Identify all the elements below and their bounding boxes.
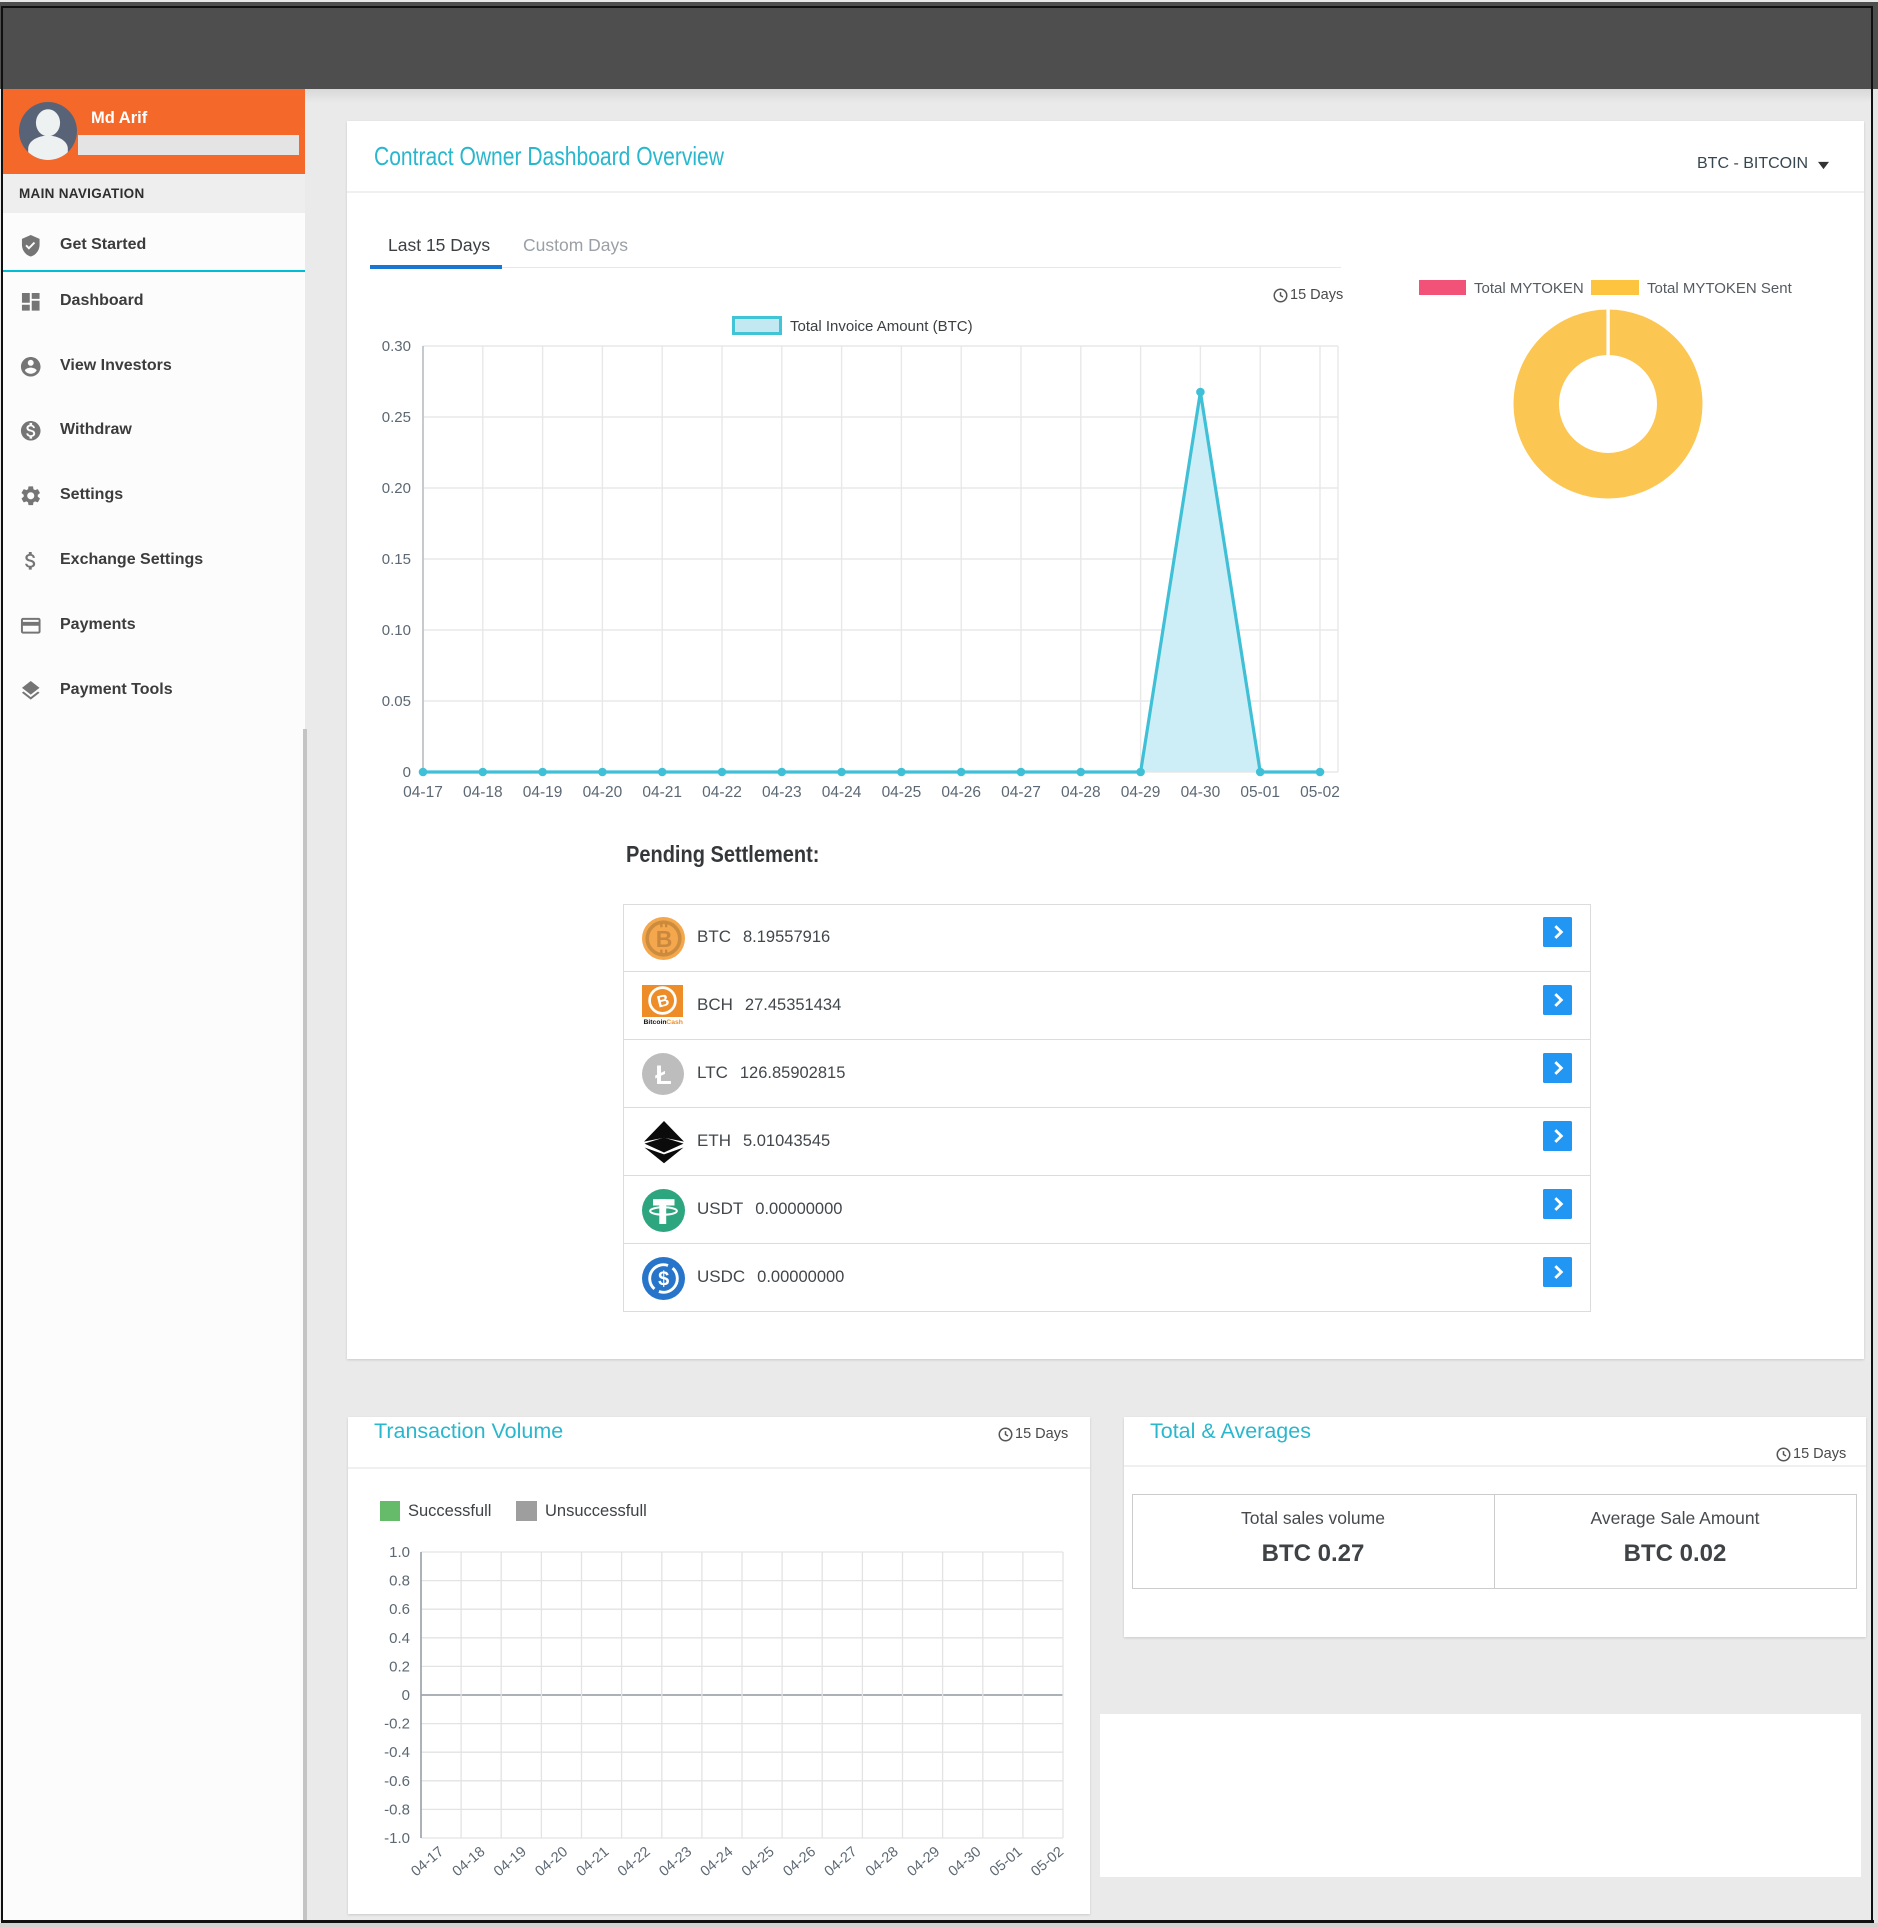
svg-text:04-26: 04-26 [941, 784, 981, 801]
svg-text:0.10: 0.10 [382, 622, 411, 639]
svg-text:05-01: 05-01 [1240, 784, 1280, 801]
svg-text:04-20: 04-20 [583, 784, 623, 801]
svg-text:04-24: 04-24 [698, 1844, 737, 1880]
svg-text:04-22: 04-22 [615, 1844, 654, 1880]
svg-text:0.6: 0.6 [389, 1601, 410, 1618]
svg-text:04-18: 04-18 [463, 784, 503, 801]
svg-text:04-30: 04-30 [1181, 784, 1221, 801]
svg-text:Cash: Cash [666, 1019, 683, 1026]
svg-text:04-28: 04-28 [863, 1844, 902, 1880]
svg-text:04-26: 04-26 [780, 1844, 819, 1880]
svg-text:04-21: 04-21 [574, 1844, 613, 1880]
svg-text:04-27: 04-27 [1001, 784, 1041, 801]
svg-text:04-23: 04-23 [762, 784, 802, 801]
svg-text:$: $ [658, 1269, 669, 1291]
svg-text:04-27: 04-27 [822, 1844, 861, 1880]
svg-text:04-23: 04-23 [656, 1844, 695, 1880]
svg-text:-0.6: -0.6 [384, 1773, 410, 1790]
svg-text:0: 0 [402, 1687, 410, 1704]
svg-text:04-28: 04-28 [1061, 784, 1101, 801]
svg-text:05-02: 05-02 [1028, 1844, 1067, 1880]
svg-text:04-22: 04-22 [702, 784, 742, 801]
svg-text:-0.2: -0.2 [384, 1716, 410, 1733]
svg-text:04-30: 04-30 [946, 1844, 985, 1880]
svg-text:04-29: 04-29 [1121, 784, 1161, 801]
svg-text:0: 0 [403, 764, 411, 781]
svg-text:-0.4: -0.4 [384, 1744, 410, 1761]
svg-text:05-01: 05-01 [987, 1844, 1026, 1880]
svg-text:0.05: 0.05 [382, 693, 411, 710]
svg-text:04-19: 04-19 [491, 1844, 530, 1880]
svg-text:04-25: 04-25 [882, 784, 922, 801]
svg-text:05-02: 05-02 [1300, 784, 1340, 801]
svg-text:04-18: 04-18 [450, 1844, 489, 1880]
svg-text:0.30: 0.30 [382, 338, 411, 355]
svg-text:0.15: 0.15 [382, 551, 411, 568]
svg-text:04-29: 04-29 [904, 1844, 943, 1880]
svg-text:04-24: 04-24 [822, 784, 862, 801]
svg-text:0.8: 0.8 [389, 1573, 410, 1590]
svg-text:Ł: Ł [655, 1060, 672, 1090]
svg-text:B: B [655, 991, 671, 1011]
svg-text:0.2: 0.2 [389, 1658, 410, 1675]
svg-text:04-19: 04-19 [523, 784, 563, 801]
svg-text:-1.0: -1.0 [384, 1830, 410, 1847]
svg-text:04-17: 04-17 [408, 1844, 447, 1880]
svg-text:04-21: 04-21 [642, 784, 682, 801]
svg-text:1.0: 1.0 [389, 1544, 410, 1561]
svg-text:B: B [656, 926, 673, 952]
svg-text:04-17: 04-17 [403, 784, 443, 801]
svg-text:04-25: 04-25 [739, 1844, 778, 1880]
svg-text:04-20: 04-20 [532, 1844, 571, 1880]
svg-text:0.4: 0.4 [389, 1630, 410, 1647]
svg-text:0.20: 0.20 [382, 480, 411, 497]
svg-text:0.25: 0.25 [382, 409, 411, 426]
svg-text:-0.8: -0.8 [384, 1801, 410, 1818]
svg-text:Bitcoin: Bitcoin [644, 1019, 667, 1026]
